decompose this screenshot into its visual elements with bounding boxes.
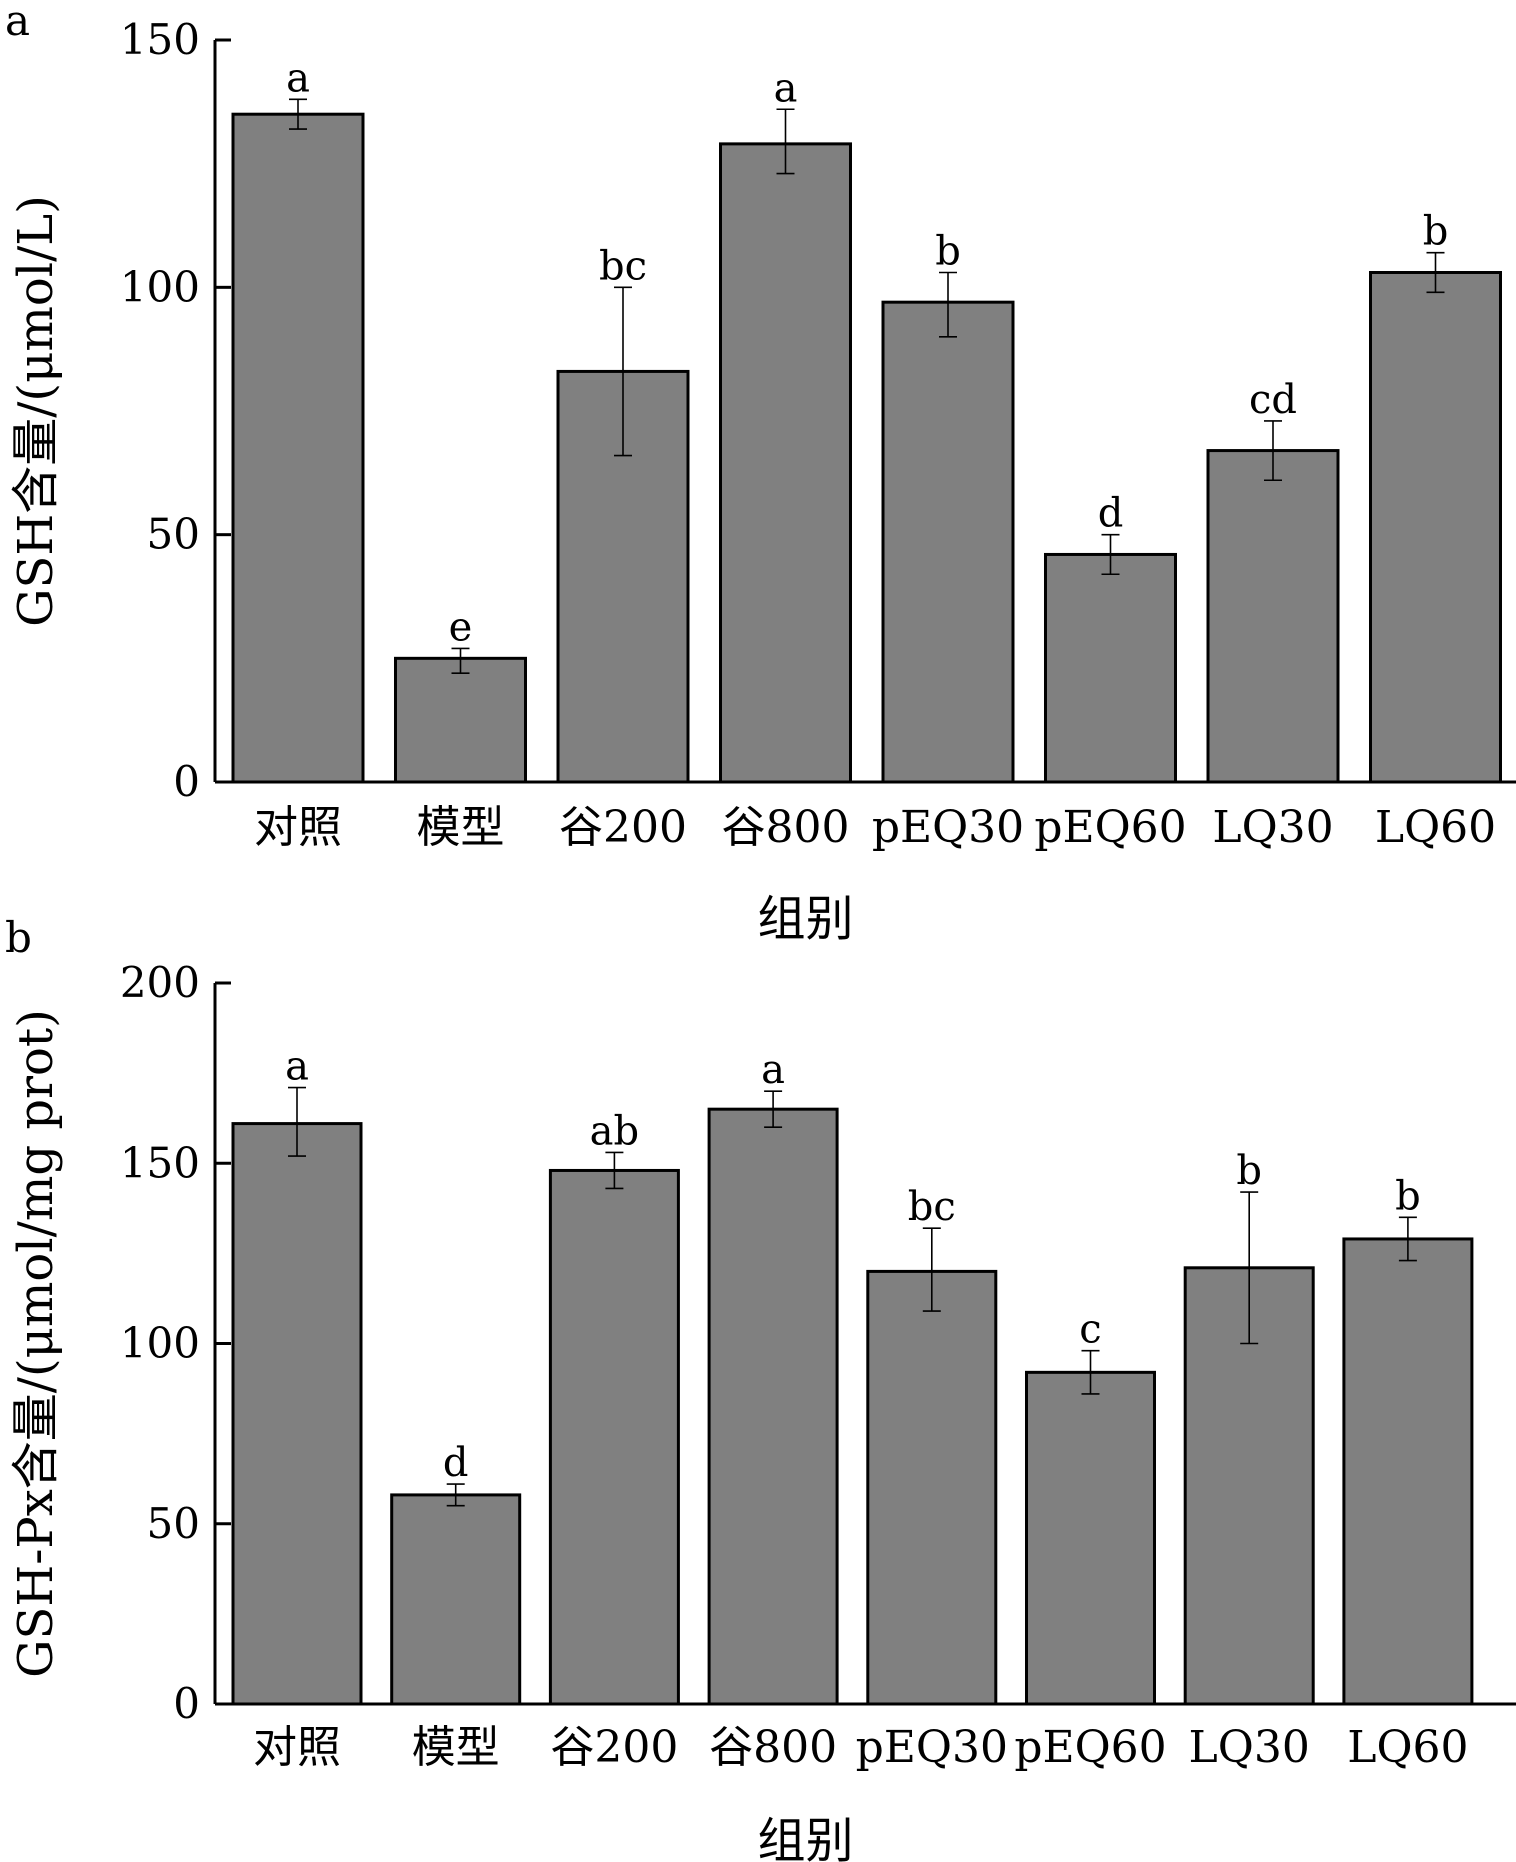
significance-label: b xyxy=(1423,209,1449,255)
significance-label: cd xyxy=(1249,377,1297,423)
bar xyxy=(394,656,527,784)
category-label: LQ30 xyxy=(1189,1722,1310,1773)
significance-label: c xyxy=(1079,1307,1101,1353)
category-label: 模型 xyxy=(417,802,505,853)
category-label: 谷200 xyxy=(550,1722,678,1773)
y-tick-label: 100 xyxy=(120,262,200,311)
category-label: pEQ30 xyxy=(872,802,1024,853)
bar xyxy=(1369,270,1502,784)
significance-label: e xyxy=(449,604,473,650)
category-label: LQ60 xyxy=(1347,1722,1468,1773)
significance-label: d xyxy=(443,1440,469,1486)
bar xyxy=(707,1107,839,1706)
y-tick-label: 200 xyxy=(120,958,200,1007)
significance-label: ab xyxy=(590,1108,639,1154)
y-axis-title: GSH含量/(μmol/L) xyxy=(8,195,64,627)
category-label: pEQ30 xyxy=(856,1722,1008,1773)
x-axis-title: 组别 xyxy=(757,1813,853,1862)
bar xyxy=(231,1122,363,1706)
panel-label: b xyxy=(5,913,32,962)
bar xyxy=(1044,552,1177,784)
bar xyxy=(881,300,1015,784)
bar xyxy=(548,1168,680,1706)
significance-label: a xyxy=(761,1047,785,1093)
significance-label: b xyxy=(1236,1148,1262,1194)
category-label: 谷800 xyxy=(722,802,850,853)
significance-label: bc xyxy=(599,243,647,289)
category-label: pEQ60 xyxy=(1034,802,1186,853)
bar xyxy=(1206,449,1340,784)
significance-label: d xyxy=(1098,491,1124,537)
y-tick-label: 100 xyxy=(120,1319,200,1368)
bar xyxy=(719,142,852,784)
y-tick-label: 50 xyxy=(147,510,200,559)
category-label: 谷200 xyxy=(559,802,687,853)
bar xyxy=(866,1269,998,1706)
y-tick-label: 0 xyxy=(173,1679,200,1728)
significance-label: a xyxy=(285,1044,309,1090)
category-label: 对照 xyxy=(254,802,342,853)
y-tick-label: 150 xyxy=(120,1138,200,1187)
category-label: 模型 xyxy=(412,1722,500,1773)
category-label: pEQ60 xyxy=(1014,1722,1166,1773)
panel-label: a xyxy=(5,0,30,45)
bar xyxy=(1342,1237,1474,1706)
category-label: 对照 xyxy=(253,1722,341,1773)
bar xyxy=(1025,1370,1156,1706)
significance-label: b xyxy=(1395,1173,1421,1219)
bar xyxy=(231,112,365,784)
chart-panel-a: a 0 50 100 150 a 对照 e 模型 bc 谷200 a 谷800 b pEQ30 d pEQ60 c… xyxy=(5,0,1516,947)
y-tick-label: 0 xyxy=(173,757,200,806)
y-tick-label: 150 xyxy=(120,15,200,64)
significance-label: a xyxy=(774,65,798,111)
chart-panel-b: b 0 50 100 150 200 a 对照 d 模型 ab 谷200 a 谷800 bc pEQ30 c pE… xyxy=(5,913,1516,1862)
significance-label: bc xyxy=(908,1184,956,1230)
category-label: LQ30 xyxy=(1212,802,1333,853)
y-tick-label: 50 xyxy=(147,1499,200,1548)
bar xyxy=(390,1493,522,1706)
significance-label: b xyxy=(935,228,961,274)
y-axis-title: GSH-Px含量/(μmol/mg prot) xyxy=(8,1009,64,1678)
significance-label: a xyxy=(286,55,310,101)
x-axis-title: 组别 xyxy=(757,891,853,947)
category-label: 谷800 xyxy=(709,1722,837,1773)
category-label: LQ60 xyxy=(1375,802,1496,853)
